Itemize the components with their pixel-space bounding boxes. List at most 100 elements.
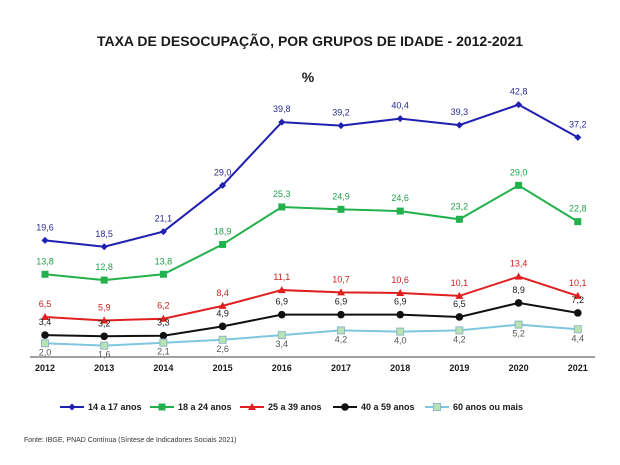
legend-label: 14 a 17 anos (88, 402, 142, 412)
data-label: 5,9 (98, 302, 111, 312)
legend-item: 40 a 59 anos (333, 402, 415, 412)
data-point (219, 240, 227, 248)
data-label: 2,6 (216, 344, 229, 354)
data-point (455, 215, 463, 223)
data-label: 24,9 (332, 191, 350, 201)
x-tick-label: 2014 (153, 363, 173, 373)
data-point (396, 207, 404, 215)
data-label: 13,8 (155, 256, 173, 266)
data-label: 37,2 (569, 119, 587, 129)
data-point (337, 288, 345, 296)
data-point (41, 331, 49, 339)
data-point (278, 118, 286, 126)
data-point (100, 243, 108, 251)
data-point (159, 314, 168, 322)
data-label: 22,8 (569, 204, 587, 214)
x-tick-label: 2021 (568, 363, 588, 373)
legend-marker (158, 403, 166, 411)
data-point (515, 101, 523, 109)
data-point (455, 313, 464, 321)
legend-marker (341, 403, 349, 411)
data-point (159, 338, 168, 347)
data-label: 3,4 (276, 339, 289, 349)
series-line (44, 103, 579, 248)
data-label: 21,1 (155, 214, 173, 224)
source-note: Fonte: IBGE, PNAD Contínua (Síntese de I… (24, 437, 237, 444)
data-point (337, 310, 345, 319)
data-label: 6,9 (394, 297, 407, 307)
data-label: 39,2 (332, 108, 350, 118)
data-point (515, 181, 523, 189)
data-label: 10,6 (391, 275, 409, 285)
x-tick-label: 2017 (331, 363, 351, 373)
data-point (337, 205, 345, 213)
x-axis-ticks: 2012 2013 2014 2015 2016 2017 2018 2019 2020 2021 (30, 356, 595, 373)
data-point (455, 326, 464, 335)
data-label: 29,0 (510, 167, 528, 177)
series-40-a-59-anos: 3,4 3,2 3,3 4,9 6,9 6,9 6,9 6,5 8,9 7,2 (39, 285, 584, 341)
data-point (100, 316, 109, 324)
data-label: 10,1 (451, 278, 469, 288)
data-point (574, 218, 582, 226)
data-point (218, 322, 227, 331)
data-label: 23,2 (451, 201, 469, 211)
data-label: 6,9 (276, 297, 289, 307)
data-point (41, 339, 49, 348)
data-label: 8,9 (512, 285, 525, 295)
series-line (44, 275, 579, 322)
data-point (218, 301, 227, 309)
chart-title: TAXA DE DESOCUPAÇÃO, POR GRUPOS DE IDADE… (97, 32, 523, 49)
data-point (396, 115, 404, 123)
chart-unit-label: % (302, 69, 315, 85)
data-point (337, 122, 345, 130)
legend: 14 a 17 anos 18 a 24 anos 25 a 39 anos 40 a… (60, 402, 523, 412)
series-14-a-17-anos: 19,6 18,5 21,1 29,0 39,8 39,2 40,4 39,3 42,8 37,2 (36, 87, 587, 251)
data-point (277, 331, 286, 340)
series-line (44, 301, 578, 338)
data-label: 2,1 (157, 347, 170, 357)
data-label: 18,5 (95, 229, 113, 239)
data-label: 8,4 (216, 288, 229, 298)
data-point (455, 121, 463, 129)
data-label: 11,1 (273, 272, 290, 282)
data-point (277, 286, 286, 294)
data-point (396, 288, 405, 296)
data-point (396, 327, 405, 336)
legend-label: 25 a 39 anos (268, 402, 322, 412)
data-label: 19,6 (36, 222, 54, 232)
data-label: 2,0 (39, 347, 52, 357)
data-point (100, 341, 109, 350)
legend-marker (68, 403, 76, 411)
data-label: 6,2 (157, 301, 170, 311)
series-line (44, 184, 579, 282)
data-point (573, 325, 582, 334)
data-label: 6,9 (335, 297, 348, 307)
data-label: 25,3 (273, 189, 291, 199)
x-tick-label: 2019 (449, 363, 469, 373)
data-label: 4,4 (572, 333, 585, 343)
data-label: 12,8 (95, 262, 113, 272)
data-label: 3,3 (157, 318, 170, 328)
series-line (44, 323, 578, 347)
legend-item: 25 a 39 anos (240, 402, 322, 412)
data-label: 4,9 (216, 308, 229, 318)
data-point (278, 203, 286, 211)
data-point (574, 133, 582, 141)
data-label: 5,2 (512, 329, 525, 339)
data-point (337, 326, 345, 335)
series-18-a-24-anos: 13,8 12,8 13,8 18,9 25,3 24,9 24,6 23,2 29,0 22,8 (36, 167, 587, 284)
data-label: 40,4 (391, 101, 409, 111)
legend-label: 40 a 59 anos (361, 402, 415, 412)
data-label: 29,0 (214, 167, 232, 177)
data-label: 13,8 (36, 256, 54, 266)
data-point (219, 181, 227, 189)
data-label: 3,4 (39, 317, 52, 327)
legend-label: 60 anos ou mais (453, 402, 523, 412)
data-label: 10,1 (569, 278, 587, 288)
data-label: 18,9 (214, 226, 232, 236)
data-point (159, 228, 167, 236)
data-label: 1,6 (98, 350, 111, 360)
legend-item: 60 anos ou mais (425, 402, 523, 412)
data-point (514, 272, 523, 280)
